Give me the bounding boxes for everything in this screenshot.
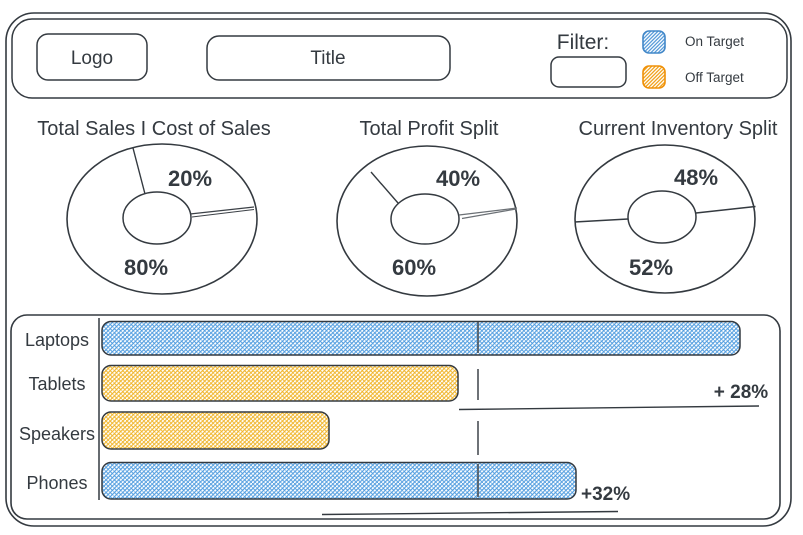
- svg-text:40%: 40%: [436, 166, 480, 191]
- svg-text:+ 28%: + 28%: [714, 382, 769, 403]
- svg-text:Filter:: Filter:: [557, 31, 610, 54]
- svg-text:+32%: +32%: [581, 484, 630, 505]
- svg-text:Total Profit Split: Total Profit Split: [360, 118, 499, 140]
- svg-text:Speakers: Speakers: [19, 424, 95, 444]
- svg-text:20%: 20%: [168, 166, 212, 191]
- svg-text:Laptops: Laptops: [25, 330, 89, 350]
- svg-text:Total Sales I Cost of Sales: Total Sales I Cost of Sales: [37, 118, 270, 140]
- svg-text:60%: 60%: [392, 255, 436, 280]
- svg-text:Phones: Phones: [26, 473, 87, 493]
- svg-text:Off Target: Off Target: [685, 70, 744, 85]
- svg-text:On Target: On Target: [685, 34, 744, 49]
- svg-text:52%: 52%: [629, 255, 673, 280]
- svg-text:Logo: Logo: [71, 48, 113, 69]
- svg-text:Current Inventory Split: Current Inventory Split: [579, 118, 778, 140]
- svg-text:80%: 80%: [124, 255, 168, 280]
- svg-text:Title: Title: [310, 48, 345, 69]
- svg-text:48%: 48%: [674, 165, 718, 190]
- svg-text:Tablets: Tablets: [28, 374, 85, 394]
